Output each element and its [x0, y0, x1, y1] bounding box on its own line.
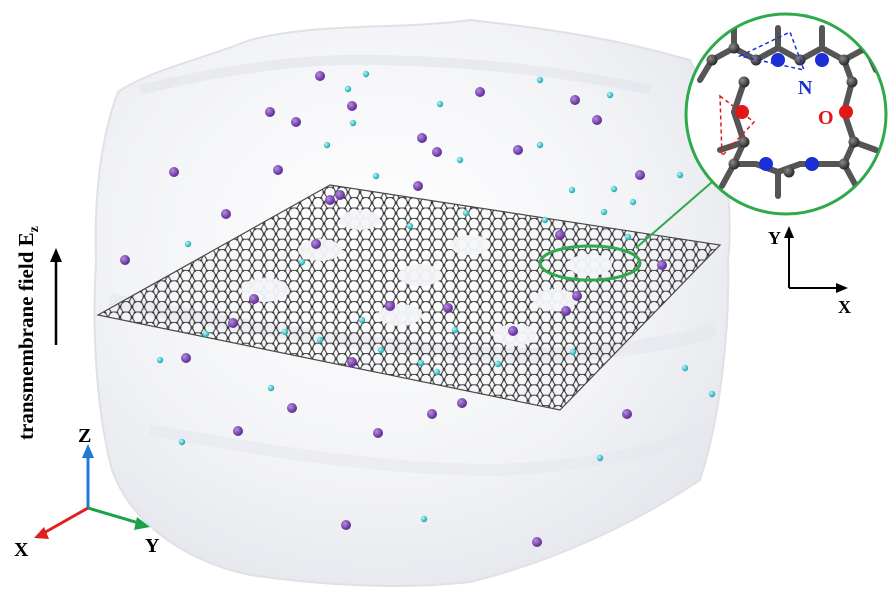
pore-inset: N O — [684, 12, 888, 216]
axes-3d-x-label: X — [14, 539, 29, 561]
ion-cyan — [596, 454, 604, 462]
ion-cyan — [316, 336, 324, 344]
axes-2d-y-label: Y — [768, 228, 781, 248]
ion-cyan — [436, 100, 444, 108]
ion-purple — [325, 195, 335, 205]
ion-cyan — [362, 70, 370, 78]
ion-cyan — [184, 240, 192, 248]
ion-cyan — [676, 171, 684, 179]
field-label: transmembrane field Ez — [14, 226, 42, 440]
ion-cyan — [600, 208, 608, 216]
ion-purple — [233, 426, 243, 436]
ion-purple — [291, 117, 301, 127]
ion-purple — [555, 230, 565, 240]
ion-purple — [347, 101, 357, 111]
ion-purple — [443, 303, 453, 313]
ion-cyan — [349, 119, 357, 127]
ion-cyan — [178, 438, 186, 446]
ion-purple — [657, 260, 667, 270]
ion-purple — [221, 209, 231, 219]
ion-purple — [315, 71, 325, 81]
ion-cyan — [323, 141, 331, 149]
nitrogen-atoms — [759, 53, 829, 171]
inset-n-label: N — [798, 77, 813, 99]
axes-3d-y-label: Y — [145, 535, 160, 557]
ion-purple — [622, 409, 632, 419]
ion-cyan — [358, 316, 366, 324]
ion-cyan — [606, 91, 614, 99]
oxygen-atoms — [735, 105, 853, 119]
ion-cyan — [281, 328, 289, 336]
ion-purple — [570, 95, 580, 105]
axes-2d-x-label: X — [838, 297, 851, 317]
ion-cyan — [420, 515, 428, 523]
ion-cyan — [708, 390, 716, 398]
ion-purple — [273, 165, 283, 175]
ion-purple — [432, 147, 442, 157]
ion-cyan — [406, 222, 414, 230]
ion-purple — [341, 520, 351, 530]
ion-cyan — [344, 85, 352, 93]
ion-purple — [120, 255, 130, 265]
ion-purple — [265, 107, 275, 117]
membrane-pores — [241, 210, 612, 346]
inset-o-label: O — [818, 107, 834, 129]
ion-purple — [457, 398, 467, 408]
ion-cyan — [456, 156, 464, 164]
ion-purple — [413, 181, 423, 191]
ion-purple — [335, 190, 345, 200]
ion-purple — [635, 170, 645, 180]
ion-cyan — [298, 258, 306, 266]
ion-purple — [513, 145, 523, 155]
ion-purple — [311, 239, 321, 249]
ion-purple — [475, 87, 485, 97]
axes-3d-z-label: Z — [78, 425, 91, 447]
axes-3d: Z Y X — [14, 425, 160, 561]
ion-cyan — [451, 326, 459, 334]
ion-purple — [572, 291, 582, 301]
ion-purple — [561, 306, 571, 316]
ion-purple — [347, 357, 357, 367]
ion-cyan — [377, 346, 385, 354]
ion-purple — [508, 326, 518, 336]
ion-purple — [532, 537, 542, 547]
ion-cyan — [462, 209, 470, 217]
ion-purple — [228, 318, 238, 328]
ion-purple — [287, 403, 297, 413]
ion-purple — [427, 409, 437, 419]
ion-cyan — [624, 233, 632, 241]
ions — [120, 70, 716, 547]
ion-cyan — [536, 76, 544, 84]
field-indicator: transmembrane field Ez — [14, 226, 62, 440]
n-coordination-triangle — [737, 30, 806, 72]
pore-highlight — [538, 181, 713, 282]
ion-cyan — [494, 360, 502, 368]
ion-cyan — [156, 356, 164, 364]
ion-purple — [385, 301, 395, 311]
ion-purple — [249, 294, 259, 304]
o-coordination-triangle — [719, 94, 756, 158]
ion-purple — [592, 115, 602, 125]
ion-cyan — [372, 172, 380, 180]
ion-purple — [169, 167, 179, 177]
membrane-sheet — [96, 184, 722, 411]
ion-cyan — [569, 348, 577, 356]
ion-cyan — [433, 368, 441, 376]
ion-cyan — [610, 185, 618, 193]
ion-cyan — [417, 359, 425, 367]
ion-purple — [373, 428, 383, 438]
ion-cyan — [202, 330, 210, 338]
ion-cyan — [541, 216, 549, 224]
ion-cyan — [267, 384, 275, 392]
up-arrow-icon — [50, 248, 62, 262]
ion-cyan — [681, 364, 689, 372]
ion-purple — [417, 133, 427, 143]
axes-2d: Y X — [768, 226, 851, 317]
ion-purple — [181, 353, 191, 363]
carbon-atoms — [706, 42, 872, 178]
ion-cyan — [629, 198, 637, 206]
ion-cyan — [536, 141, 544, 149]
ion-cyan — [568, 186, 576, 194]
